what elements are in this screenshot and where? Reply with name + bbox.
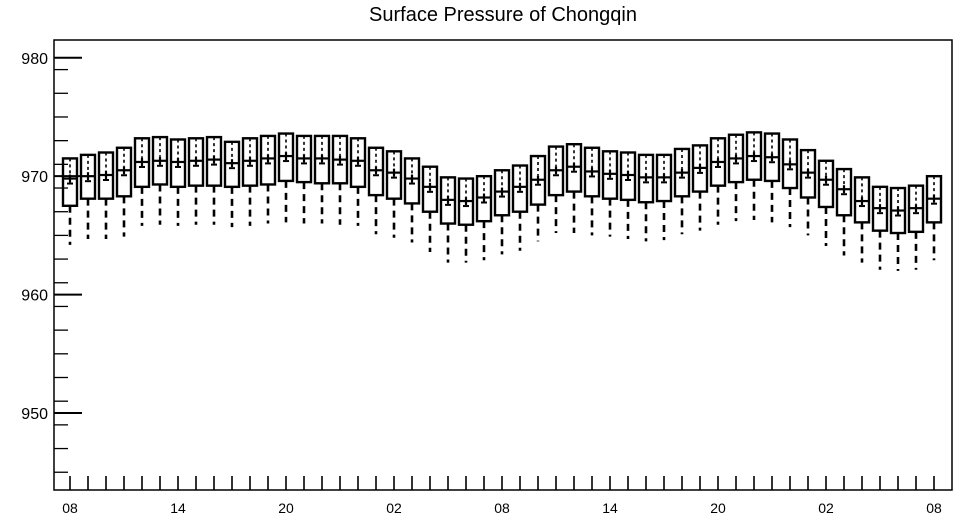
box-item (511, 164, 529, 251)
box-item (889, 186, 907, 271)
box-item (61, 157, 79, 245)
box-item (223, 140, 241, 228)
box-item (385, 150, 403, 238)
y-tick-label: 960 (21, 288, 48, 305)
box-item (457, 177, 475, 263)
box-item (403, 157, 421, 243)
x-tick-label: 20 (710, 500, 726, 516)
y-tick-label: 950 (21, 406, 48, 423)
x-tick-label: 20 (278, 500, 294, 516)
box-item (115, 146, 133, 237)
x-tick-label: 08 (494, 500, 510, 516)
box-item (637, 153, 655, 242)
box-item (367, 146, 385, 235)
box-item (907, 184, 925, 270)
box-item (439, 176, 457, 263)
box-item (529, 154, 547, 242)
box-item (475, 174, 493, 261)
box-series (61, 131, 943, 271)
x-tick-label: 02 (386, 500, 402, 516)
box-item (871, 185, 889, 270)
y-axis: 950 960 970 980 (21, 51, 82, 473)
box-item (493, 169, 511, 255)
chart-title: Surface Pressure of Chongqin (369, 4, 637, 26)
x-tick-label: 08 (62, 500, 78, 516)
box-item (709, 137, 727, 225)
x-tick-label: 14 (602, 500, 618, 516)
box-item (817, 159, 835, 247)
box-item (853, 176, 871, 263)
box-item (763, 132, 781, 223)
box-item (241, 137, 259, 226)
box-item (277, 132, 295, 223)
box-item (421, 165, 439, 252)
box-item (655, 153, 673, 241)
box-item (601, 150, 619, 237)
box-item (295, 134, 313, 224)
box-item (259, 134, 277, 224)
box-item (673, 147, 691, 235)
box-item (619, 151, 637, 239)
box-item (97, 151, 115, 239)
box-item (313, 134, 331, 224)
y-tick-label: 970 (21, 169, 48, 186)
plot-frame (53, 39, 953, 491)
box-item (565, 143, 583, 234)
x-tick-label: 08 (926, 500, 942, 516)
box-item (151, 135, 169, 225)
x-tick-label: 02 (818, 500, 834, 516)
box-item (727, 133, 745, 222)
box-item (349, 137, 367, 226)
box-item (205, 135, 223, 225)
box-item (583, 146, 601, 236)
box-item (799, 148, 817, 236)
box-item (79, 153, 97, 239)
box-item (169, 138, 187, 226)
y-tick-label: 980 (21, 51, 48, 68)
box-item (835, 167, 853, 256)
x-axis: 08 14 20 02 08 14 20 02 08 (62, 476, 942, 516)
box-item (547, 145, 565, 234)
box-item (745, 131, 763, 220)
box-item (781, 138, 799, 228)
x-tick-label: 14 (170, 500, 186, 516)
box-item (331, 134, 349, 225)
box-item (691, 144, 709, 231)
box-item (187, 137, 205, 225)
box-item (925, 174, 943, 261)
box-item (133, 137, 151, 226)
